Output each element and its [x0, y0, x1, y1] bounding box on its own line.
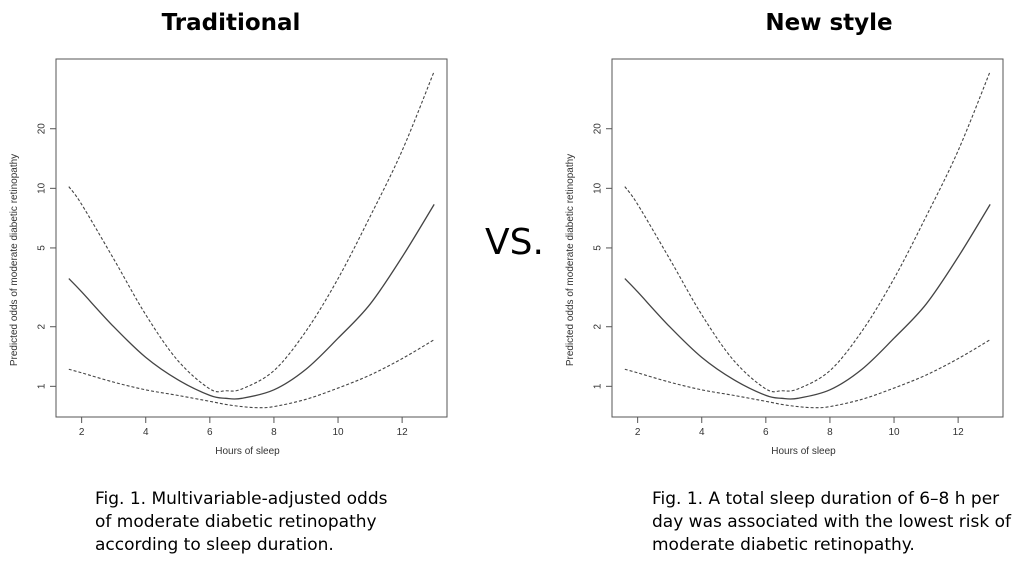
y-tick-label: 5 [593, 245, 604, 251]
y-tick-label: 1 [593, 383, 604, 389]
estimate-line [624, 204, 991, 400]
y-tick-label: 2 [593, 324, 604, 330]
x-tick-label: 10 [332, 427, 344, 438]
x-tick-label: 12 [953, 427, 965, 438]
confidence-line [624, 339, 991, 409]
x-tick-label: 6 [763, 427, 769, 438]
y-tick-label: 5 [37, 245, 48, 251]
x-tick-label: 6 [207, 427, 213, 438]
traditional-panel: Traditional 2 4 6 8 10 12 1 2 5 10 20 Hours of slee… [0, 0, 470, 573]
y-tick-label: 20 [37, 123, 48, 135]
x-tick-label: 2 [635, 427, 641, 438]
x-tick-label: 8 [271, 427, 277, 438]
y-axis-label: Predicted odds of moderate diabetic reti… [565, 154, 576, 366]
y-axis-label: Predicted odds of moderate diabetic reti… [9, 154, 20, 366]
panel-heading: New style [765, 10, 893, 36]
confidence-line [68, 71, 435, 393]
figure-caption: Fig. 1. Multivariable-adjusted odds of m… [95, 489, 388, 555]
x-axis-label: Hours of sleep [215, 446, 280, 457]
x-tick-label: 4 [143, 427, 149, 438]
y-tick-label: 10 [37, 182, 48, 194]
panel-heading: Traditional [161, 10, 301, 36]
y-tick-label: 10 [593, 182, 604, 194]
y-tick-label: 20 [593, 123, 604, 135]
x-tick-label: 2 [79, 427, 85, 438]
x-tick-label: 12 [397, 427, 409, 438]
confidence-line [624, 71, 991, 393]
figure-caption: Fig. 1. A total sleep duration of 6–8 h … [652, 489, 1011, 555]
y-tick-label: 2 [37, 324, 48, 330]
x-tick-label: 8 [827, 427, 833, 438]
estimate-line [68, 204, 435, 400]
new-style-panel: New style 2 4 6 8 10 12 1 2 5 10 20 Hours of sleep P… [556, 0, 1024, 573]
y-tick-label: 1 [37, 383, 48, 389]
confidence-line [68, 339, 435, 409]
plot-frame [55, 58, 448, 418]
vs-label: VS. [485, 222, 544, 263]
x-tick-label: 4 [699, 427, 705, 438]
plot-frame [611, 58, 1004, 418]
x-tick-label: 10 [888, 427, 900, 438]
x-axis-label: Hours of sleep [771, 446, 836, 457]
